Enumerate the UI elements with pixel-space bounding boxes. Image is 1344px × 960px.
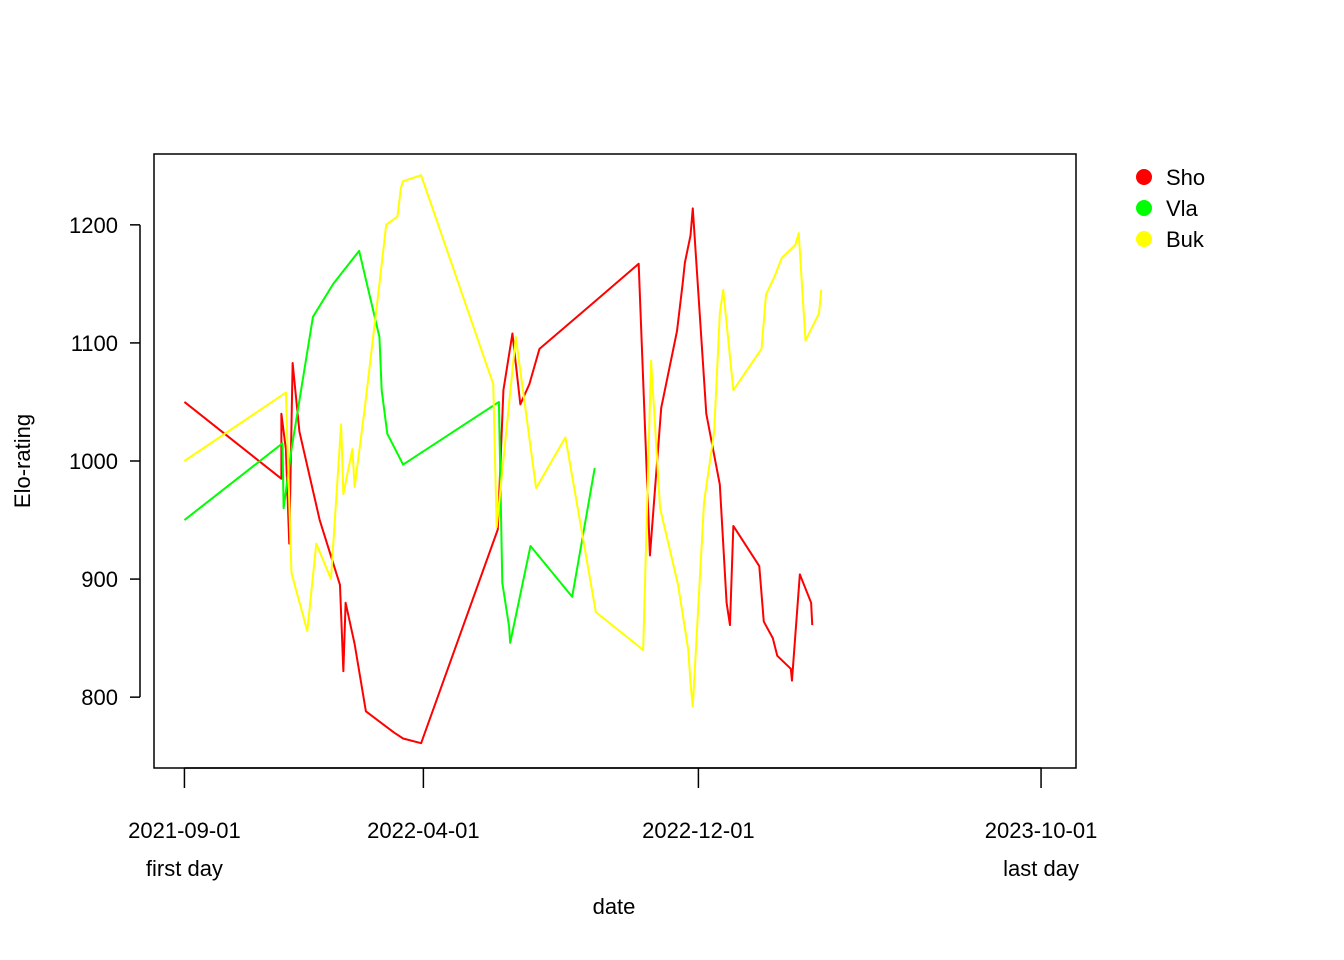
x-tick-label: 2021-09-01 [128, 818, 241, 843]
series-line-vla [183, 249, 596, 644]
legend-marker-buk [1136, 231, 1152, 247]
legend-marker-sho [1136, 169, 1152, 185]
y-tick-label: 1000 [69, 449, 118, 474]
series-line-buk [183, 174, 823, 708]
legend-label-sho: Sho [1166, 165, 1205, 190]
y-axis: 800 900 1000 1100 1200 [69, 213, 141, 710]
x-axis-label: date [593, 894, 636, 919]
x-tick-sublabel: last day [1003, 856, 1079, 881]
x-tick-label: 2022-12-01 [642, 818, 755, 843]
series-layer [183, 174, 823, 745]
plot-frame [153, 153, 1077, 769]
x-tick-sublabel: first day [146, 856, 223, 881]
legend-label-vla: Vla [1166, 196, 1199, 221]
legend-marker-vla [1136, 200, 1152, 216]
x-tick-label: 2022-04-01 [367, 818, 480, 843]
y-tick-label: 1100 [71, 331, 118, 356]
series-line-sho [183, 207, 814, 745]
legend-label-buk: Buk [1166, 227, 1205, 252]
y-axis-label: Elo-rating [10, 414, 35, 508]
x-axis: 2021-09-01 first day 2022-04-01 2022-12-01 2… [128, 767, 1098, 881]
x-tick-label: 2023-10-01 [985, 818, 1098, 843]
y-tick-label: 800 [81, 685, 118, 710]
y-tick-label: 1200 [69, 213, 118, 238]
legend: Sho Vla Buk [1136, 165, 1205, 252]
y-tick-label: 900 [81, 567, 118, 592]
